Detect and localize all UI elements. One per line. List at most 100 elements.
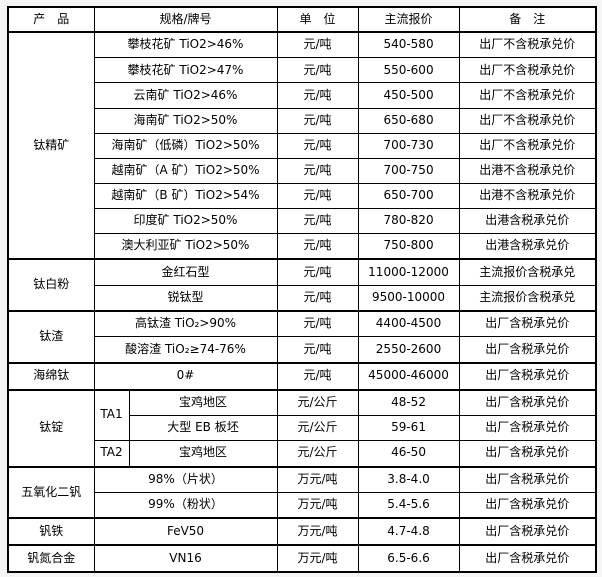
note-cell: 出厂含税承兑价 — [458, 544, 597, 573]
unit-cell: 万元/吨 — [276, 491, 359, 519]
price-cell: 6.5-6.6 — [357, 544, 460, 573]
unit-cell: 元/吨 — [276, 82, 359, 109]
price-cell: 11000-12000 — [357, 258, 460, 286]
table-row: 钛渣 高钛渣 TiO₂>90% 元/吨 4400-4500 出厂含税承兑价 — [7, 310, 597, 364]
unit-cell: 万元/吨 — [276, 517, 359, 546]
note-cell: 出港含税承兑价 — [458, 232, 597, 260]
unit-cell: 元/吨 — [276, 361, 359, 391]
spec-cell: 0# — [93, 361, 278, 391]
spec-cell: 金红石型 — [93, 258, 278, 286]
note-cell: 出厂含税承兑价 — [458, 491, 597, 519]
header-row: 产 品 规格/牌号 单 位 主流报价 备 注 — [7, 6, 597, 33]
spec-cell: 宝鸡地区 — [128, 388, 278, 417]
unit-cell: 元/吨 — [276, 132, 359, 159]
spec-cell: 云南矿 TiO2>46% — [93, 82, 278, 109]
price-cell: 700-750 — [357, 157, 460, 184]
spec-cell: 海南矿（低磷）TiO2>50% — [93, 132, 278, 159]
note-cell: 出厂不含税承兑价 — [458, 132, 597, 159]
unit-cell: 元/公斤 — [276, 415, 359, 442]
unit-cell: 元/吨 — [276, 232, 359, 260]
price-cell: 2550-2600 — [357, 336, 460, 364]
product-cell: 钛白粉 — [7, 258, 95, 312]
product-cell: 五氧化二钒 — [7, 465, 95, 519]
product-cell: 钒氮合金 — [7, 544, 95, 573]
price-cell: 4400-4500 — [357, 310, 460, 338]
unit-cell: 元/吨 — [276, 157, 359, 184]
table-row: 海绵钛 0# 元/吨 45000-46000 出厂含税承兑价 — [7, 361, 597, 391]
note-cell: 出厂含税承兑价 — [458, 388, 597, 417]
spec-cell: 99%（粉状） — [93, 491, 278, 519]
note-cell: 出港不含税承兑价 — [458, 182, 597, 209]
table-row: 澳大利亚矿 TiO2>50% 元/吨 750-800 出港含税承兑价 — [8, 232, 597, 260]
price-cell: 46-50 — [357, 440, 460, 467]
note-cell: 出厂含税承兑价 — [458, 361, 597, 391]
unit-cell: 元/吨 — [276, 207, 359, 234]
note-cell: 出港含税承兑价 — [458, 207, 597, 234]
spec-cell: 98%（片状） — [93, 465, 278, 493]
col-header-price: 主流报价 — [357, 6, 460, 33]
product-cell: 钛精矿 — [7, 30, 95, 260]
note-cell: 出厂含税承兑价 — [458, 415, 597, 442]
note-cell: 出厂不含税承兑价 — [458, 82, 597, 109]
spec-cell: 越南矿（A 矿）TiO2>50% — [93, 157, 278, 184]
note-cell: 出厂含税承兑价 — [458, 465, 597, 493]
col-header-unit: 单 位 — [276, 6, 359, 33]
product-cell: 海绵钛 — [7, 361, 95, 391]
product-cell: 钒铁 — [7, 517, 95, 546]
table-row: 五氧化二钒 98%（片状） 万元/吨 3.8-4.0 出厂含税承兑价 — [7, 465, 597, 519]
grade-cell: TA1 — [93, 388, 130, 442]
unit-cell: 元/吨 — [276, 31, 359, 59]
spec-cell: 越南矿（B 矿）TiO2>54% — [93, 182, 278, 209]
table-row: 99%（粉状） 万元/吨 5.4-5.6 出厂含税承兑价 — [8, 491, 597, 519]
unit-cell: 元/吨 — [276, 57, 359, 84]
note-cell: 主流报价含税承兑 — [458, 258, 597, 286]
table-row: 钛精矿 攀枝花矿 TiO2>46% 元/吨 540-580 出厂不含税承兑价 — [7, 30, 597, 260]
note-cell: 出厂不含税承兑价 — [458, 31, 597, 59]
table-row: 锐钛型 元/吨 9500-10000 主流报价含税承兑 — [8, 284, 597, 312]
col-header-product: 产 品 — [7, 6, 95, 33]
price-cell: 780-820 — [357, 207, 460, 234]
table-row: 越南矿（A 矿）TiO2>50% 元/吨 700-750 出港不含税承兑价 — [8, 157, 597, 184]
note-cell: 出厂不含税承兑价 — [458, 107, 597, 134]
table-row: 大型 EB 板坯 元/公斤 59-61 出厂含税承兑价 — [8, 415, 597, 442]
table-row: TA2 宝鸡地区 元/公斤 46-50 出厂含税承兑价 — [8, 440, 597, 467]
unit-cell: 万元/吨 — [276, 465, 359, 493]
grade-cell: TA2 — [93, 440, 130, 467]
unit-cell: 元/吨 — [276, 284, 359, 312]
price-cell: 3.8-4.0 — [357, 465, 460, 493]
unit-cell: 元/吨 — [276, 258, 359, 286]
price-table: 产 品 规格/牌号 单 位 主流报价 备 注 钛精矿 攀枝花矿 TiO2>46%… — [7, 6, 598, 573]
spec-cell: 海南矿 TiO2>50% — [93, 107, 278, 134]
price-cell: 48-52 — [357, 388, 460, 417]
price-cell: 550-600 — [357, 57, 460, 84]
unit-cell: 万元/吨 — [276, 544, 359, 573]
unit-cell: 元/吨 — [276, 182, 359, 209]
table-row: 云南矿 TiO2>46% 元/吨 450-500 出厂不含税承兑价 — [8, 82, 597, 109]
price-cell: 45000-46000 — [357, 361, 460, 391]
table-row: 印度矿 TiO2>50% 元/吨 780-820 出港含税承兑价 — [8, 207, 597, 234]
product-cell: 钛渣 — [7, 310, 95, 364]
col-header-spec: 规格/牌号 — [93, 6, 278, 33]
price-cell: 650-680 — [357, 107, 460, 134]
col-header-note: 备 注 — [458, 6, 597, 33]
spec-cell: 攀枝花矿 TiO2>47% — [93, 57, 278, 84]
spec-cell: 澳大利亚矿 TiO2>50% — [93, 232, 278, 260]
spec-cell: 锐钛型 — [93, 284, 278, 312]
spec-cell: 印度矿 TiO2>50% — [93, 207, 278, 234]
table-row: 钒氮合金 VN16 万元/吨 6.5-6.6 出厂含税承兑价 — [7, 544, 597, 573]
spec-cell: 攀枝花矿 TiO2>46% — [93, 31, 278, 59]
price-cell: 540-580 — [357, 31, 460, 59]
note-cell: 出港不含税承兑价 — [458, 157, 597, 184]
price-cell: 4.7-4.8 — [357, 517, 460, 546]
price-cell: 5.4-5.6 — [357, 491, 460, 519]
spec-cell: 宝鸡地区 — [128, 440, 278, 467]
unit-cell: 元/吨 — [276, 107, 359, 134]
unit-cell: 元/吨 — [276, 310, 359, 338]
price-cell: 700-730 — [357, 132, 460, 159]
note-cell: 出厂含税承兑价 — [458, 310, 597, 338]
spec-cell: 酸溶渣 TiO₂≥74-76% — [93, 336, 278, 364]
table-row: 钒铁 FeV50 万元/吨 4.7-4.8 出厂含税承兑价 — [7, 517, 597, 546]
table-row: 钛锭 TA1 宝鸡地区 元/公斤 48-52 出厂含税承兑价 — [7, 388, 597, 467]
note-cell: 出厂含税承兑价 — [458, 440, 597, 467]
